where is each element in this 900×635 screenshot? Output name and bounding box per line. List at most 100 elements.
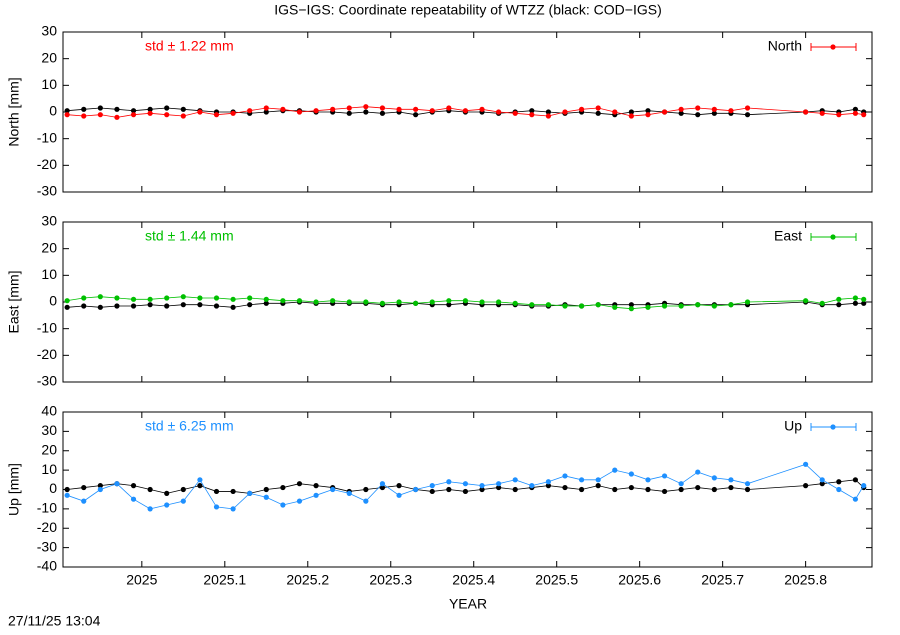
data-point: [512, 110, 518, 116]
annotation: std ± 1.44 mm: [145, 228, 234, 244]
data-point: [803, 298, 809, 304]
data-point: [446, 298, 452, 304]
data-point: [64, 112, 70, 118]
data-point: [595, 483, 601, 489]
data-point: [695, 484, 701, 491]
data-point: [164, 295, 170, 301]
data-point: [197, 109, 203, 115]
data-point: [711, 303, 717, 309]
data-point: [81, 113, 87, 119]
data-point: [645, 477, 651, 483]
data-point: [263, 486, 269, 493]
data-point: [545, 483, 552, 489]
data-point: [628, 113, 634, 119]
data-point: [429, 108, 435, 114]
data-point: [413, 486, 419, 493]
data-point: [64, 298, 70, 304]
data-point: [64, 492, 70, 498]
data-point: [678, 303, 684, 309]
data-point: [213, 488, 220, 495]
data-point: [645, 112, 651, 118]
legend-label: East: [774, 228, 802, 244]
x-tick-label: 2025.1: [203, 572, 246, 588]
y-tick-label: -40: [37, 558, 57, 574]
data-point: [180, 113, 186, 119]
data-point: [612, 304, 618, 310]
x-tick-label: 2025.6: [618, 572, 661, 588]
data-point: [296, 481, 303, 487]
data-point: [529, 483, 535, 489]
data-point: [728, 484, 734, 491]
data-point: [545, 302, 552, 308]
data-point: [852, 496, 859, 502]
data-point: [180, 486, 186, 493]
data-point: [164, 490, 170, 496]
data-point: [64, 108, 70, 114]
data-point: [213, 504, 220, 510]
data-point: [280, 298, 286, 304]
data-point: [661, 109, 668, 115]
data-point: [852, 477, 859, 483]
data-point: [446, 479, 452, 485]
data-point: [496, 481, 502, 487]
y-tick-label: 0: [49, 293, 57, 309]
data-point: [628, 109, 634, 115]
data-point: [744, 112, 751, 118]
data-point: [81, 106, 87, 112]
x-tick-label: 2025: [126, 572, 157, 588]
data-point: [595, 477, 601, 483]
legend-label: North: [768, 38, 802, 54]
data-point: [346, 105, 352, 111]
data-point: [164, 502, 170, 508]
data-point: [147, 302, 153, 308]
data-point: [661, 473, 668, 479]
data-point: [446, 302, 452, 308]
data-point: [578, 303, 585, 309]
data-point: [263, 109, 269, 115]
data-point: [64, 486, 70, 493]
data-point: [819, 110, 825, 116]
data-point: [861, 483, 867, 489]
data-point: [97, 304, 103, 310]
data-point: [479, 299, 485, 305]
y-tick-label: -20: [37, 519, 57, 535]
data-point: [462, 298, 469, 304]
data-point: [819, 481, 825, 487]
data-point: [612, 486, 618, 493]
data-point: [97, 486, 103, 493]
data-point: [678, 486, 684, 493]
data-point: [836, 302, 842, 308]
x-tick-label: 2025.7: [701, 572, 744, 588]
data-point: [836, 486, 842, 493]
data-point: [130, 112, 137, 118]
data-point: [462, 488, 469, 495]
data-point: [861, 112, 867, 118]
data-point: [130, 303, 137, 309]
data-point: [296, 298, 303, 304]
data-point: [819, 300, 825, 306]
y-tick-label: 20: [41, 441, 57, 457]
data-point: [429, 299, 435, 305]
data-point: [263, 494, 269, 500]
data-point: [595, 105, 601, 111]
y-axis-label: Up [mm]: [6, 463, 22, 516]
data-point: [280, 484, 286, 491]
data-point: [379, 105, 386, 111]
data-point: [147, 296, 153, 302]
data-point: [230, 506, 236, 512]
data-point: [852, 295, 859, 301]
data-point: [64, 304, 70, 310]
data-point: [819, 477, 825, 483]
data-point: [197, 295, 203, 301]
data-point: [396, 492, 402, 498]
data-point: [413, 106, 419, 112]
data-point: [711, 106, 717, 112]
data-point: [114, 303, 120, 309]
y-tick-label: -10: [37, 319, 57, 335]
data-point: [247, 302, 253, 308]
data-point: [661, 488, 668, 495]
data-point: [130, 483, 137, 489]
data-point: [396, 106, 402, 112]
